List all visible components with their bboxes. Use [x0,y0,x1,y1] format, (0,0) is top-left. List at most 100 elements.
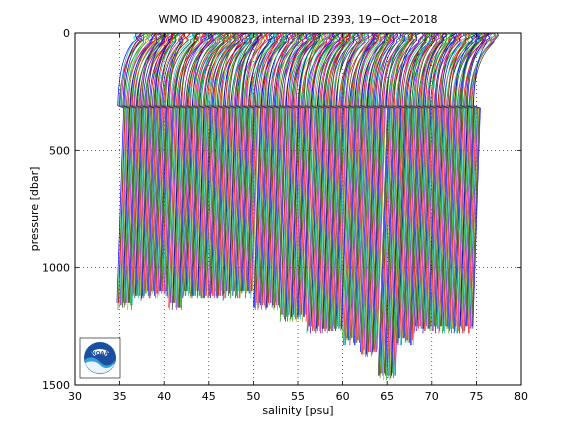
profile-line [380,32,405,374]
profile-line [160,32,186,292]
profile-line [140,32,163,301]
profile-line [431,32,455,332]
profile-line [304,32,325,315]
profile-line [320,32,351,329]
profile-line [436,32,463,329]
profile-line [192,32,219,296]
profile-line [151,33,173,292]
y-tick-label: 0 [63,27,70,40]
profile-line [247,32,274,292]
profile-line [241,32,262,294]
profile-line [363,32,387,350]
profile-line [124,32,156,306]
profile-line [340,32,360,332]
profile-line [383,32,415,381]
profile-line [369,32,392,353]
profile-line [195,32,228,292]
profile-line [253,32,280,308]
profile-line [204,32,236,299]
profile-line [134,32,169,299]
profile-line [394,32,424,376]
profile-line [265,32,293,310]
profile-line [422,32,447,334]
x-tick-label: 40 [157,390,171,403]
profile-line [276,32,296,306]
profile-line [171,32,202,310]
profile-line [437,32,469,329]
profile-line [452,32,485,329]
profile-line [328,32,350,331]
profile-line [163,32,194,292]
profile-line [300,32,329,320]
profile-line [286,32,316,317]
profile-line [332,32,358,332]
profile-line [199,32,230,296]
profile-line [401,32,426,346]
profile-line [169,32,194,310]
profile-line [352,32,374,339]
profile-line [395,32,417,341]
x-tick-label: 65 [380,390,394,403]
profile-line [269,32,288,306]
profile-line [344,32,366,346]
profile-line [391,32,425,376]
profile-line [268,32,297,303]
profile-line [196,32,229,299]
profile-line [307,32,334,332]
profile-line [222,32,248,301]
profile-line [182,32,207,299]
profile-line [445,32,470,329]
profile-line [130,32,160,310]
profile-line [149,32,174,299]
x-tick-label: 30 [68,390,82,403]
profile-line [420,32,443,329]
profile-line [249,32,269,294]
profile-line [452,32,481,329]
profile-line [244,32,276,292]
profile-line [158,32,186,296]
profile-line [327,32,348,334]
profile-line [317,32,340,332]
profile-line [288,32,316,315]
profile-line [303,32,322,317]
profile-line [154,32,176,299]
profile-line [296,32,323,317]
profile-line [286,32,306,322]
profile-line [396,32,417,343]
profile-line [159,32,180,292]
profile-line [310,32,336,334]
profile-line [154,32,174,296]
profile-line [366,32,388,355]
profile-line [377,32,399,376]
profile-line [228,32,251,296]
profile-line [467,32,498,327]
profile-line [130,32,159,306]
profile-line [123,32,149,308]
profile-line [386,32,407,381]
profile-line [245,32,264,299]
profile-line [341,32,364,329]
profile-line [466,33,489,327]
profile-line [227,32,249,292]
profile-line [470,32,497,329]
profile-line [451,32,485,334]
profile-line [122,32,144,303]
profile-line [374,32,394,353]
profile-line [191,32,213,299]
profile-line [377,32,409,350]
profile-line [361,32,387,355]
profile-line [387,32,413,379]
profile-line [417,32,442,327]
x-tick-label: 55 [291,390,305,403]
noaa-logo-text: NOAA [91,351,109,357]
profile-line [346,32,373,339]
y-axis-label: pressure [dbar] [28,167,41,252]
profile-line [193,32,224,296]
profile-line [236,32,259,296]
profile-line [282,32,302,315]
profile-line [331,32,358,331]
profile-line [215,32,244,296]
profile-line [167,32,187,299]
profile-line [207,32,240,299]
profile-line [439,32,463,332]
